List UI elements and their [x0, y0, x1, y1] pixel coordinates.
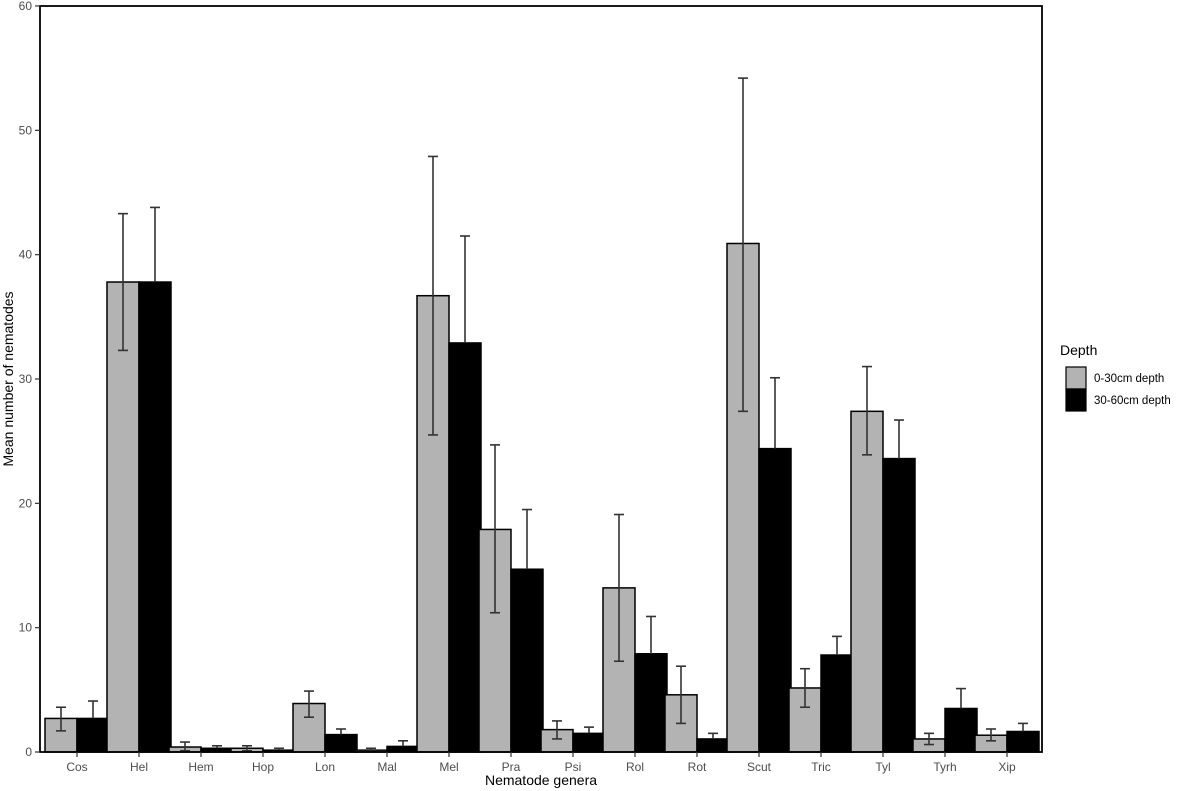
x-tick-label: Tyl	[875, 760, 890, 774]
x-tick-label: Rot	[688, 760, 707, 774]
bar-tyl-30-60cm	[882, 457, 916, 753]
x-tick-label: Lon	[315, 760, 335, 774]
error-bar	[490, 444, 500, 614]
x-axis: Cos Hel Hem Hop Lon Mal Mel Pra Psi Rol Rot Scut Tri…	[66, 752, 1016, 774]
x-tick-label: Cos	[66, 760, 87, 774]
y-tick-label: 40	[19, 248, 33, 262]
error-bar	[676, 665, 686, 725]
bar-rot-30-60cm	[696, 738, 730, 753]
error-bar	[986, 728, 996, 742]
error-bar	[398, 740, 408, 747]
error-bar	[242, 744, 252, 752]
legend-swatch-30-60cm	[1065, 388, 1087, 412]
x-tick-label: Hop	[252, 760, 274, 774]
bar-xip-30-60cm	[1006, 730, 1040, 753]
legend-label-0-30cm: 0-30cm depth	[1094, 373, 1164, 385]
error-bar	[118, 212, 128, 352]
error-bar	[552, 720, 562, 740]
error-bar	[304, 690, 314, 718]
error-bar	[614, 513, 624, 663]
error-bar	[56, 706, 66, 732]
x-tick-label: Xip	[998, 760, 1016, 774]
y-tick-label: 0	[25, 745, 32, 759]
error-bar	[522, 508, 532, 570]
x-tick-label: Tyrh	[933, 760, 956, 774]
bar-pra-30-60cm	[510, 568, 544, 753]
x-tick-label: Hem	[188, 760, 213, 774]
error-bar	[460, 235, 470, 343]
y-tick-label: 30	[19, 372, 33, 386]
error-bar	[738, 77, 748, 413]
y-axis: 0 10 20 30 40 50 60	[19, 0, 40, 759]
error-bar	[150, 206, 160, 283]
bar-hel-30-60cm	[138, 281, 172, 753]
bar-tric-30-60cm	[820, 654, 854, 753]
error-bar	[800, 667, 810, 709]
bar-psi-30-60cm	[572, 732, 606, 753]
error-bar	[956, 687, 966, 709]
error-bar	[428, 155, 438, 436]
legend-swatch-0-30cm	[1065, 366, 1087, 390]
error-bar	[708, 732, 718, 739]
legend: Depth 0-30cm depth 30-60cm depth	[1060, 342, 1171, 412]
y-tick-label: 60	[19, 0, 33, 13]
bar-hel-0-30cm	[106, 281, 140, 753]
error-bar	[212, 744, 222, 749]
error-bar	[770, 376, 780, 449]
error-bar	[832, 635, 842, 656]
x-tick-label: Mel	[439, 760, 458, 774]
x-tick-label: Scut	[747, 760, 772, 774]
bar-cos-30-60cm	[76, 717, 110, 753]
error-bar	[584, 726, 594, 734]
legend-title: Depth	[1060, 342, 1097, 358]
x-tick-label: Psi	[565, 760, 582, 774]
error-bar	[894, 419, 904, 459]
error-bar	[862, 365, 872, 456]
bar-scut-30-60cm	[758, 447, 792, 753]
x-axis-title: Nematode genera	[485, 772, 597, 788]
bar-mel-30-60cm	[448, 342, 482, 753]
x-tick-label: Hel	[130, 760, 148, 774]
bar-tyl-0-30cm	[850, 410, 884, 753]
error-bar	[1018, 722, 1028, 732]
y-tick-label: 50	[19, 123, 33, 137]
bar-rol-30-60cm	[634, 653, 668, 753]
x-tick-label: Tric	[811, 760, 831, 774]
error-bar	[646, 615, 656, 654]
bar-lon-30-60cm	[324, 733, 358, 753]
legend-label-30-60cm: 30-60cm depth	[1094, 395, 1171, 407]
x-tick-label: Mal	[377, 760, 396, 774]
error-bars-layer	[56, 77, 1028, 753]
error-bar	[180, 741, 190, 752]
bars-layer	[44, 242, 1040, 753]
x-tick-label: Pra	[502, 760, 521, 774]
x-tick-label: Rol	[626, 760, 644, 774]
error-bar	[924, 732, 934, 746]
error-bar	[274, 747, 284, 751]
error-bar	[336, 728, 346, 735]
y-tick-label: 10	[19, 621, 33, 635]
y-tick-label: 20	[19, 496, 33, 510]
bar-tyrh-30-60cm	[944, 707, 978, 753]
error-bar	[88, 700, 98, 719]
y-axis-title: Mean number of nematodes	[0, 291, 16, 466]
